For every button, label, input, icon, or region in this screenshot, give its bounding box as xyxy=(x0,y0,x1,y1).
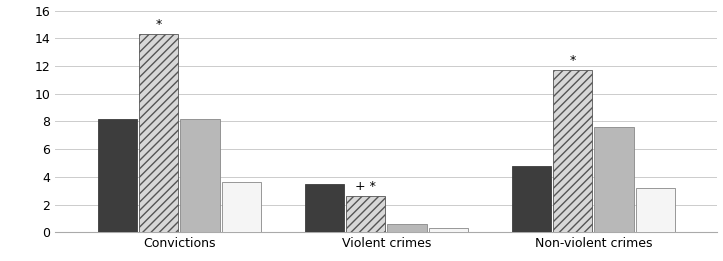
Bar xyxy=(222,182,261,232)
Bar xyxy=(388,224,427,232)
Bar xyxy=(98,119,137,232)
Bar xyxy=(429,228,468,232)
Bar xyxy=(181,119,220,232)
Bar xyxy=(553,70,592,232)
Text: *: * xyxy=(570,54,576,67)
Text: + *: + * xyxy=(355,180,376,193)
Bar xyxy=(636,188,675,232)
Text: *: * xyxy=(155,18,162,31)
Bar xyxy=(512,166,551,232)
Bar xyxy=(346,196,385,232)
Bar xyxy=(594,127,633,232)
Bar xyxy=(304,184,344,232)
Bar xyxy=(139,34,179,232)
